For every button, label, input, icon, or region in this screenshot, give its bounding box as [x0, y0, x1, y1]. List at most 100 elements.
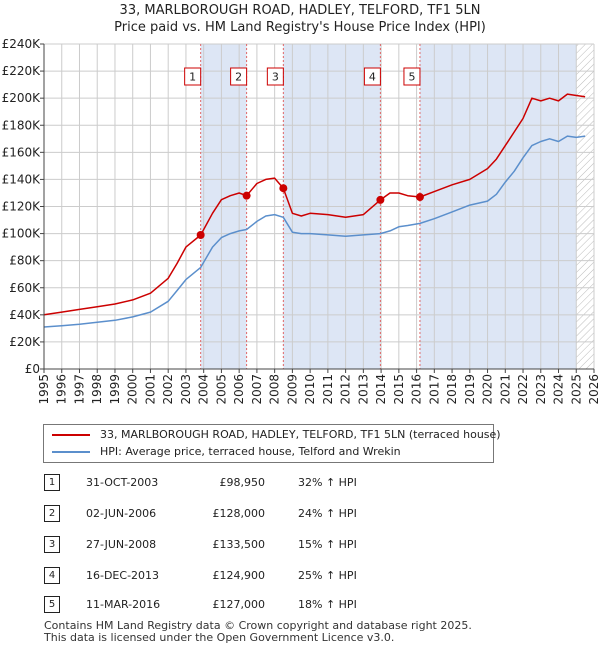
sale-number-badge: 2 [44, 505, 60, 522]
sale-marker-box [266, 67, 284, 86]
chart-title: 33, MARLBOROUGH ROAD, HADLEY, TELFORD, T… [0, 2, 600, 36]
sale-marker-label: 2 [235, 71, 242, 84]
sale-price: £128,000 [212, 507, 266, 520]
y-tick-label: £60K [9, 281, 41, 295]
x-tick-label: 2023 [534, 374, 548, 405]
sale-hpi-change: 25% ↑ HPI [298, 569, 357, 582]
y-tick-label: £40K [9, 308, 41, 322]
table-row: 3 27-JUN-2008 £133,500 15% ↑ HPI [0, 535, 600, 555]
sale-number-badge: 1 [44, 474, 60, 491]
legend-item-property: 33, MARLBOROUGH ROAD, HADLEY, TELFORD, T… [52, 427, 501, 443]
x-tick-label: 2009 [285, 374, 299, 405]
sale-marker-label: 4 [369, 71, 376, 84]
sale-point [196, 231, 205, 240]
table-row: 5 11-MAR-2016 £127,000 18% ↑ HPI [0, 595, 600, 615]
sale-hpi-change: 24% ↑ HPI [298, 507, 357, 520]
sale-marker-label: 3 [272, 71, 279, 84]
sale-point [242, 191, 251, 200]
table-row: 1 31-OCT-2003 £98,950 32% ↑ HPI [0, 473, 600, 493]
x-tick-label: 2008 [268, 374, 282, 405]
x-tick-label: 2025 [569, 374, 583, 405]
y-tick-label: £120K [2, 200, 42, 214]
x-tick-label: 2006 [232, 374, 246, 405]
sale-date: 11-MAR-2016 [86, 598, 161, 611]
hpi-line [43, 135, 586, 328]
legend-swatch-property [52, 434, 90, 436]
sale-point [415, 193, 424, 202]
y-tick-label: £100K [2, 227, 42, 241]
y-tick-label: £0 [25, 362, 40, 376]
x-tick-label: 2026 [587, 374, 600, 405]
x-tick-label: 1997 [72, 374, 86, 405]
x-tick-label: 2007 [250, 374, 264, 405]
footer-copyright: Contains HM Land Registry data © Crown c… [44, 619, 472, 632]
x-tick-label: 2002 [161, 374, 175, 405]
x-tick-label: 2016 [410, 374, 424, 405]
sale-number-badge: 4 [44, 567, 60, 584]
y-tick-label: £240K [2, 37, 42, 51]
x-tick-label: 2017 [427, 374, 441, 405]
x-tick-label: 2011 [321, 374, 335, 405]
sale-hpi-change: 18% ↑ HPI [298, 598, 357, 611]
y-tick-label: £160K [2, 145, 42, 159]
sale-marker-box [230, 67, 248, 86]
sale-price: £133,500 [212, 538, 266, 551]
x-tick-label: 2012 [339, 374, 353, 405]
legend-label-hpi: HPI: Average price, terraced house, Telf… [100, 445, 401, 458]
sale-marker-label: 5 [408, 71, 415, 84]
x-tick-label: 2013 [356, 374, 370, 405]
sale-date: 31-OCT-2003 [86, 476, 159, 489]
sale-price: £98,950 [219, 476, 266, 489]
y-tick-label: £200K [2, 91, 42, 105]
y-tick-label: £180K [2, 118, 42, 132]
sale-price: £124,900 [212, 569, 266, 582]
x-tick-label: 2024 [552, 374, 566, 405]
sale-marker-box [363, 67, 381, 86]
sale-hpi-change: 15% ↑ HPI [298, 538, 357, 551]
x-tick-label: 1999 [108, 374, 122, 405]
x-tick-label: 2022 [516, 374, 530, 405]
y-tick-label: £140K [2, 172, 42, 186]
x-tick-label: 2019 [463, 374, 477, 405]
x-tick-label: 1996 [55, 374, 69, 405]
sale-marker-box [184, 67, 202, 86]
x-tick-label: 2015 [392, 374, 406, 405]
sale-marker-box [403, 67, 421, 86]
legend: 33, MARLBOROUGH ROAD, HADLEY, TELFORD, T… [43, 424, 501, 463]
table-row: 4 16-DEC-2013 £124,900 25% ↑ HPI [0, 566, 600, 586]
x-tick-label: 2001 [143, 374, 157, 405]
x-tick-label: 2004 [197, 374, 211, 405]
y-tick-label: £80K [9, 254, 41, 268]
table-row: 2 02-JUN-2006 £128,000 24% ↑ HPI [0, 504, 600, 524]
sale-hpi-change: 32% ↑ HPI [298, 476, 357, 489]
legend-item-hpi: HPI: Average price, terraced house, Telf… [52, 444, 401, 460]
sale-price: £127,000 [212, 598, 266, 611]
footer: Contains HM Land Registry data © Crown c… [44, 620, 472, 644]
x-tick-label: 2003 [179, 374, 193, 405]
footer-license: This data is licensed under the Open Gov… [44, 631, 395, 644]
x-tick-label: 1998 [90, 374, 104, 405]
sale-date: 16-DEC-2013 [86, 569, 160, 582]
sale-number-badge: 3 [44, 536, 60, 553]
sale-marker-label: 1 [189, 71, 196, 84]
x-tick-label: 2018 [445, 374, 459, 405]
chart-title-line-1: 33, MARLBOROUGH ROAD, HADLEY, TELFORD, T… [119, 3, 481, 18]
legend-swatch-hpi [52, 451, 90, 453]
legend-label-property: 33, MARLBOROUGH ROAD, HADLEY, TELFORD, T… [100, 428, 501, 441]
sale-date: 02-JUN-2006 [86, 507, 157, 520]
x-tick-label: 2020 [481, 374, 495, 405]
y-tick-label: £20K [9, 335, 41, 349]
sale-point [279, 184, 288, 193]
sale-date: 27-JUN-2008 [86, 538, 157, 551]
x-tick-label: 2010 [303, 374, 317, 405]
sale-number-badge: 5 [44, 596, 60, 613]
x-tick-label: 1995 [37, 374, 51, 405]
property-price-line [43, 93, 586, 316]
x-tick-label: 2005 [214, 374, 228, 405]
chart-title-line-2: Price paid vs. HM Land Registry's House … [114, 20, 486, 35]
x-tick-label: 2014 [374, 374, 388, 405]
x-tick-label: 2021 [498, 374, 512, 405]
price-chart: 1 2 3 4 5 £0 £20K £40K £60K £80K £100K £120K £140K £… [2, 37, 600, 405]
x-tick-label: 2000 [126, 374, 140, 405]
y-tick-label: £220K [2, 64, 42, 78]
